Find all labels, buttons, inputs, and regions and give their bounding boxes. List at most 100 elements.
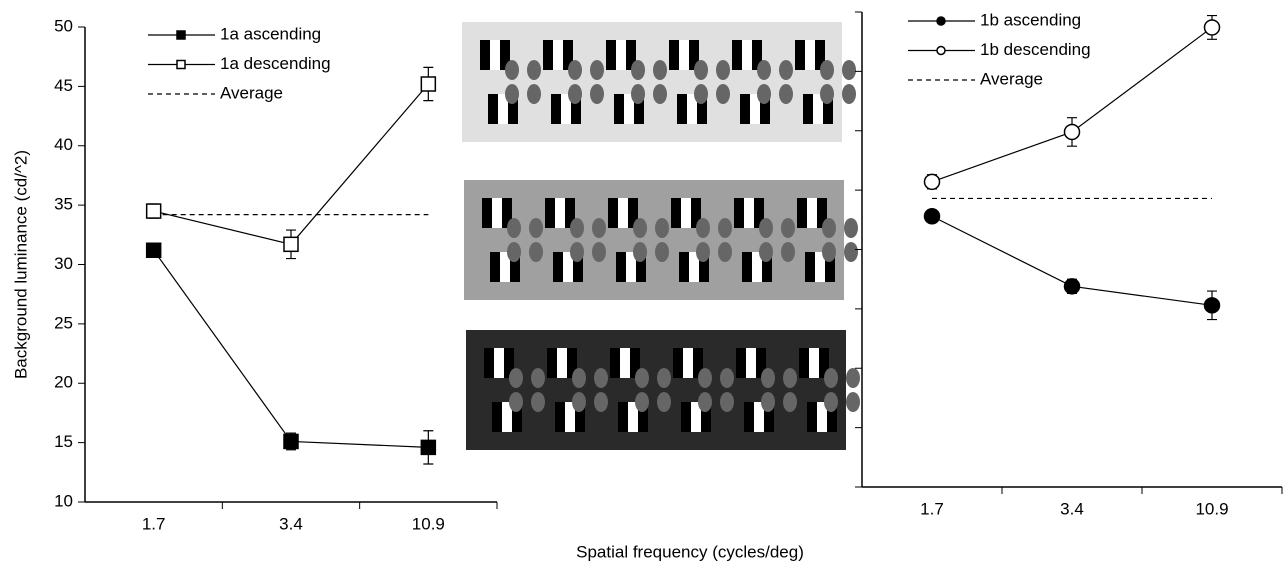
blob <box>716 60 730 80</box>
stripe <box>508 94 518 124</box>
stripe <box>482 198 492 228</box>
y-tick-label: 10 <box>54 491 73 510</box>
data-point <box>1063 278 1081 295</box>
stripe <box>701 402 711 432</box>
data-point <box>923 173 941 191</box>
blob <box>822 242 836 262</box>
data-point <box>1063 123 1081 141</box>
blob <box>594 392 608 412</box>
stripe <box>553 40 563 70</box>
blob <box>572 392 586 412</box>
stripe <box>636 252 646 282</box>
blob <box>846 368 860 388</box>
legend-marker <box>936 16 946 26</box>
x-tick-label: 1.7 <box>142 514 166 533</box>
stripe <box>740 94 750 124</box>
blob <box>781 242 795 262</box>
y-tick-label: 15 <box>54 432 73 451</box>
stripe <box>699 252 709 282</box>
blob <box>590 84 604 104</box>
blob <box>718 242 732 262</box>
blob <box>757 84 771 104</box>
y-tick-label: 20 <box>54 373 73 392</box>
data-point <box>923 208 941 225</box>
blob <box>653 60 667 80</box>
stripe <box>795 40 805 70</box>
stripe <box>756 348 766 378</box>
stripe <box>575 402 585 432</box>
y-tick-label: 30 <box>54 254 73 273</box>
stripe <box>504 348 514 378</box>
blob <box>844 242 858 262</box>
blob <box>720 392 734 412</box>
blob <box>633 242 647 262</box>
legend-marker <box>176 30 186 40</box>
y-tick-label: 40 <box>54 135 73 154</box>
blob <box>631 84 645 104</box>
legend-label: 1a descending <box>220 54 331 73</box>
stripe <box>815 252 825 282</box>
stripe <box>681 198 691 228</box>
data-point <box>420 439 437 456</box>
y-tick-label: 50 <box>54 16 73 35</box>
x-tick-label: 10.9 <box>1195 499 1228 518</box>
x-axis-label: Spatial frequency (cycles/deg) <box>576 542 804 561</box>
stripe <box>762 252 772 282</box>
blob <box>824 392 838 412</box>
stripe <box>679 40 689 70</box>
x-tick-label: 3.4 <box>1060 499 1084 518</box>
stripe <box>498 94 508 124</box>
blob <box>507 218 521 238</box>
stripe <box>630 348 640 378</box>
stripe <box>689 252 699 282</box>
stripe <box>480 40 490 70</box>
data-point <box>145 203 162 219</box>
blob <box>531 368 545 388</box>
blob <box>718 218 732 238</box>
stripe <box>567 348 577 378</box>
stripe <box>752 40 762 70</box>
data-point <box>420 76 437 92</box>
blob <box>842 60 856 80</box>
blob <box>846 392 860 412</box>
blob <box>779 60 793 80</box>
data-point <box>1203 19 1221 36</box>
stripe <box>805 40 815 70</box>
blob <box>694 60 708 80</box>
panel <box>462 22 842 142</box>
blob <box>635 392 649 412</box>
blob <box>653 84 667 104</box>
stripe <box>510 252 520 282</box>
stripe <box>500 252 510 282</box>
blob <box>509 392 523 412</box>
blob <box>631 60 645 80</box>
stripe <box>697 94 707 124</box>
stimulus-panels <box>462 22 860 450</box>
blob <box>568 60 582 80</box>
stripe <box>543 40 553 70</box>
stripe <box>628 402 638 432</box>
stripe <box>624 94 634 124</box>
blob <box>572 368 586 388</box>
legend-label: Average <box>980 69 1043 88</box>
blob <box>820 60 834 80</box>
stripe <box>736 348 746 378</box>
stripe <box>671 198 681 228</box>
blob <box>781 218 795 238</box>
stripe <box>734 198 744 228</box>
legend-marker <box>176 59 186 70</box>
blob <box>720 368 734 388</box>
stripe <box>555 198 565 228</box>
stripe <box>565 198 575 228</box>
stripe <box>693 348 703 378</box>
stripe <box>803 94 813 124</box>
stripe <box>610 348 620 378</box>
stripe <box>553 252 563 282</box>
blob <box>635 368 649 388</box>
stripe <box>490 40 500 70</box>
stripe <box>681 402 691 432</box>
blob <box>505 60 519 80</box>
blob <box>592 242 606 262</box>
blob <box>570 242 584 262</box>
